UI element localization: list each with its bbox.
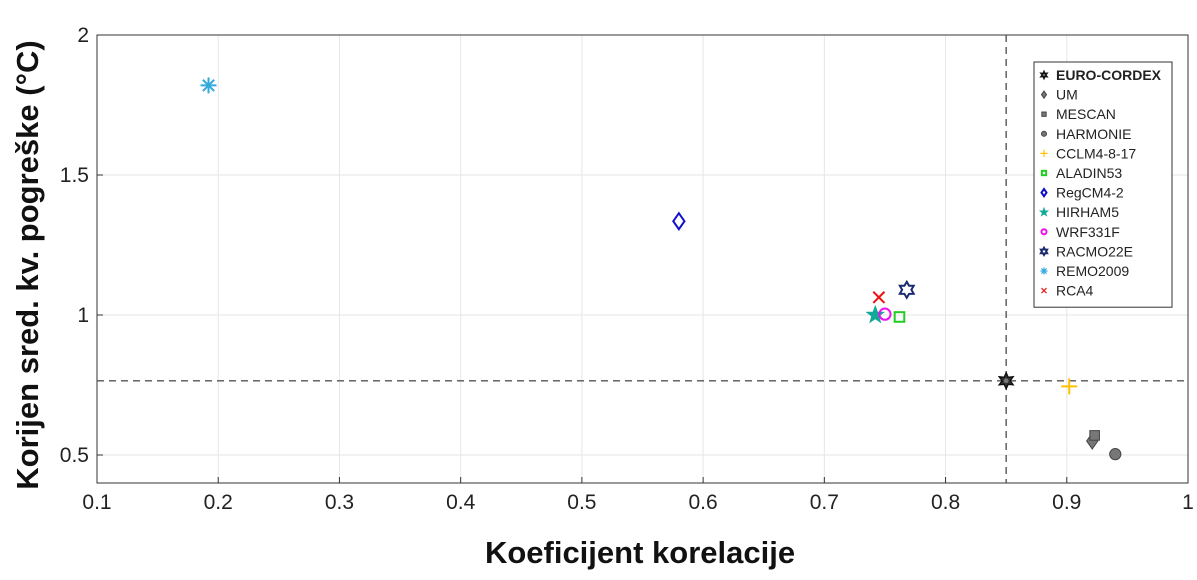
point-mescan xyxy=(1089,430,1100,441)
marker-shape xyxy=(1039,245,1049,257)
legend-box xyxy=(1033,61,1173,308)
legend-marker-euro-cordex xyxy=(1039,69,1049,81)
point-cclm4-8-17 xyxy=(1061,378,1078,395)
marker-shape xyxy=(865,304,886,324)
legend-marker-um xyxy=(1040,90,1048,100)
marker-shape xyxy=(1041,111,1047,117)
x-tick-label: 0.2 xyxy=(204,491,233,514)
grid xyxy=(96,34,1189,483)
legend-label-cclm4-8-17: CCLM4-8-17 xyxy=(1056,145,1136,161)
plot-frame xyxy=(96,34,1189,484)
marker-shape xyxy=(1089,430,1100,441)
marker-shape xyxy=(898,279,916,300)
point-euro-cordex xyxy=(997,371,1015,391)
reference-lines xyxy=(97,35,1188,483)
y-axis-label: Korijen sred. kv. pogreške (°C) xyxy=(10,40,45,489)
marker-shape xyxy=(1040,90,1048,100)
legend-label-hirham5: HIRHAM5 xyxy=(1056,204,1119,220)
legend-marker-aladin53 xyxy=(1040,169,1048,177)
data-points xyxy=(200,77,1122,461)
y-tick-label: 1 xyxy=(77,304,89,327)
marker-shape xyxy=(1040,187,1048,198)
point-hirham5 xyxy=(865,304,886,324)
x-tick-label: 0.9 xyxy=(1052,491,1081,514)
marker-shape xyxy=(202,79,215,92)
y-tick-label: 1.5 xyxy=(60,164,89,187)
marker-shape xyxy=(893,311,906,323)
x-tick-label: 1 xyxy=(1182,491,1194,514)
marker-center xyxy=(1042,73,1046,77)
marker-shape xyxy=(1109,448,1122,461)
point-regcm4-2 xyxy=(672,211,686,231)
marker-shape xyxy=(1041,287,1047,294)
legend-marker-wrf331f xyxy=(1040,228,1048,236)
marker-shape xyxy=(1040,169,1048,177)
legend-marker-cclm4-8-17 xyxy=(1040,149,1048,157)
marker-shape xyxy=(872,291,886,304)
legend-marker-regcm4-2 xyxy=(1040,187,1048,198)
legend-label-racmo22e: RACMO22E xyxy=(1056,243,1133,259)
legend-label-wrf331f: WRF331F xyxy=(1056,224,1120,240)
legend-marker-harmonie xyxy=(1040,130,1048,137)
marker-shape xyxy=(878,307,892,321)
marker-shape xyxy=(1038,206,1050,217)
x-tick-label: 0.4 xyxy=(446,491,476,514)
legend-label-rca4: RCA4 xyxy=(1056,283,1094,299)
point-racmo22e xyxy=(898,279,916,300)
x-axis-label: Koeficijent korelacije xyxy=(485,535,795,570)
legend-label-harmonie: HARMONIE xyxy=(1056,126,1131,142)
legend-label-um: UM xyxy=(1056,87,1078,103)
point-wrf331f xyxy=(878,307,892,321)
point-aladin53 xyxy=(893,311,906,323)
marker-shape xyxy=(1040,130,1048,137)
legend-label-aladin53: ALADIN53 xyxy=(1056,165,1122,181)
legend-marker-racmo22e xyxy=(1039,245,1049,257)
legend-label-remo2009: REMO2009 xyxy=(1056,263,1129,279)
x-tick-label: 0.6 xyxy=(689,491,718,514)
legend-label-mescan: MESCAN xyxy=(1056,106,1116,122)
legend-marker-hirham5 xyxy=(1038,206,1050,217)
legend-marker-mescan xyxy=(1041,111,1047,117)
marker-center xyxy=(1003,378,1009,384)
x-tick-label: 0.1 xyxy=(82,491,111,514)
x-tick-label: 0.5 xyxy=(567,491,596,514)
legend-label-regcm4-2: RegCM4-2 xyxy=(1056,185,1124,201)
y-tick-label: 2 xyxy=(77,24,89,47)
point-harmonie xyxy=(1109,448,1122,461)
legend-marker-remo2009 xyxy=(1040,267,1048,275)
point-rca4 xyxy=(872,291,886,304)
legend-label-euro-cordex: EURO-CORDEX xyxy=(1056,67,1162,83)
marker-shape xyxy=(1041,268,1047,274)
marker-shape xyxy=(672,211,686,231)
x-tick-label: 0.8 xyxy=(931,491,960,514)
ticks: 0.1 0.2 0.3 0.4 0.5 0.6 0.7 0.8 0.9 1 0.5 1 1.5 2 xyxy=(60,24,1194,514)
x-tick-label: 0.3 xyxy=(325,491,354,514)
marker-shape xyxy=(1040,228,1048,236)
y-tick-label: 0.5 xyxy=(60,444,89,467)
x-tick-label: 0.7 xyxy=(810,491,839,514)
legend: EURO-CORDEX UM MESCAN HARMONIE CCLM4-8-17 ALA… xyxy=(1033,61,1173,308)
point-remo2009 xyxy=(200,77,217,94)
legend-marker-rca4 xyxy=(1041,287,1047,294)
